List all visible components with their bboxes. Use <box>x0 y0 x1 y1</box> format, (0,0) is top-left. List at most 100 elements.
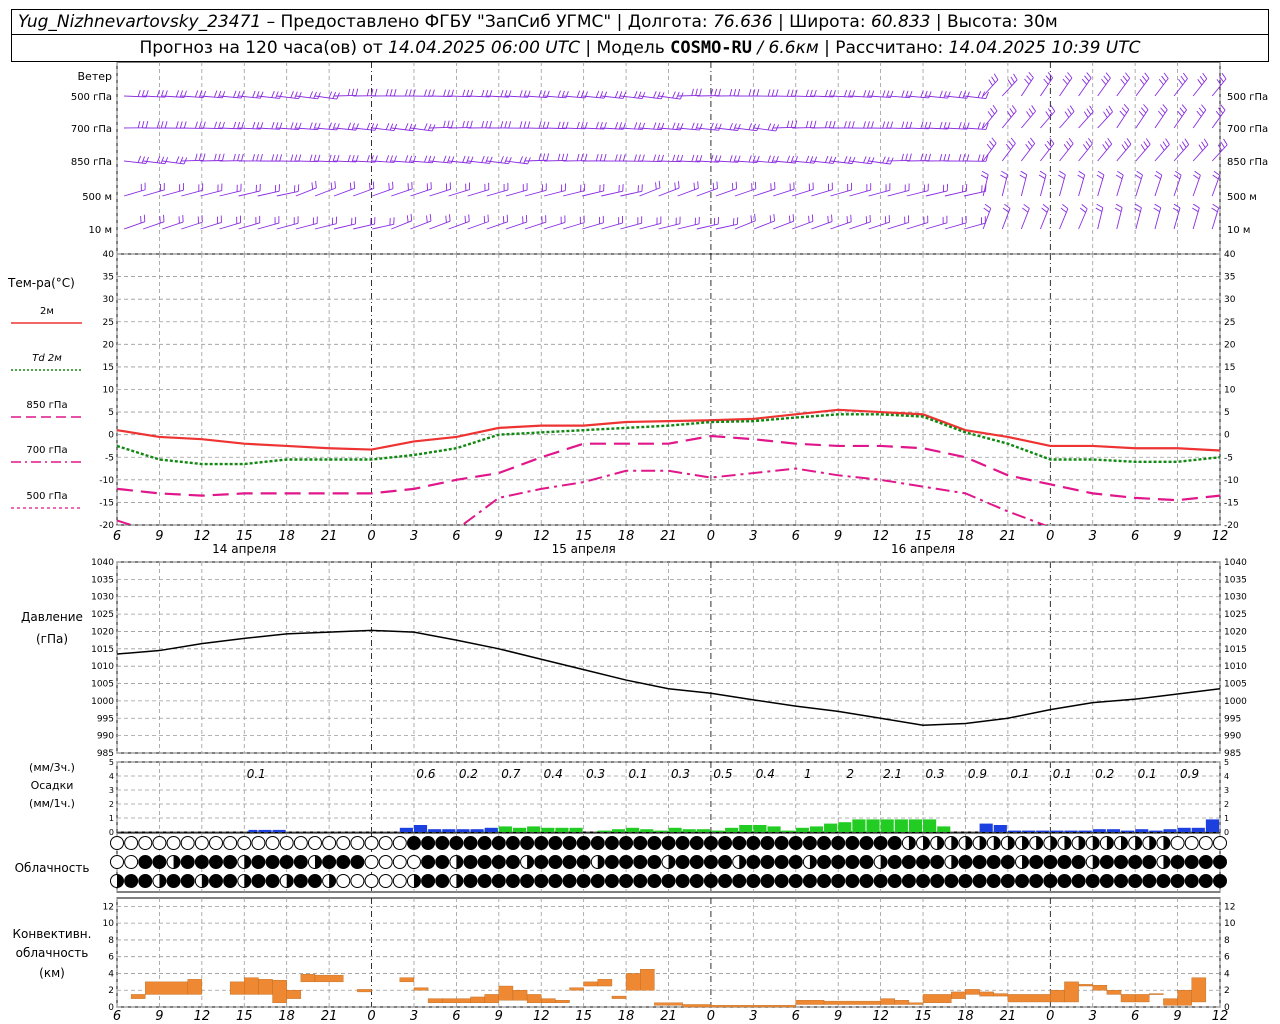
time-tick-label: 6 <box>113 529 121 544</box>
wind-barb-flag <box>1067 72 1073 79</box>
cloud-circle <box>336 874 351 888</box>
cloud-okta-symbol <box>689 855 704 869</box>
cloud-okta-symbol <box>887 836 902 850</box>
prec-bar <box>442 829 456 832</box>
wind-barb-flag <box>546 153 550 161</box>
wind-barb-flag <box>538 90 542 98</box>
wind-barb-flag <box>500 156 504 163</box>
prec-3h-total: 0.3 <box>671 767 690 781</box>
wind-barb-shaft <box>601 222 623 230</box>
wind-barb-flag <box>561 121 565 129</box>
wind-barb-flag <box>1081 78 1088 85</box>
wind-barb-flag <box>374 123 379 131</box>
cloud-okta-symbol <box>534 836 549 850</box>
cloud-okta-symbol <box>491 836 506 850</box>
wind-barb-shaft <box>524 159 547 162</box>
wind-barb-flag <box>851 156 856 164</box>
wind-barb-flag <box>1007 79 1013 86</box>
cloud-circle <box>873 874 888 888</box>
header-line-1: Yug_Nizhnevartovsky_23471 – Предоставлен… <box>11 9 1269 35</box>
wind-barb-flag <box>427 123 432 131</box>
wind-barb-shaft <box>238 190 261 197</box>
prec-bar <box>866 819 880 832</box>
cloud-okta-symbol <box>1128 874 1143 888</box>
wind-barb-flag <box>1078 170 1085 176</box>
time-tick-label: 18 <box>957 529 974 544</box>
cloud-circle <box>633 874 648 888</box>
wind-barb-flag <box>844 121 847 129</box>
cloud-half <box>314 855 322 869</box>
wind-barb-flag <box>813 156 818 164</box>
cloud-half <box>456 874 463 888</box>
cloud-circle <box>110 855 124 869</box>
wind-barb-flag <box>347 88 351 96</box>
wind-barb-flag <box>1019 174 1027 179</box>
cloud-okta-symbol <box>718 855 733 869</box>
cloud-okta-symbol <box>1043 874 1058 888</box>
cloud-okta-symbol <box>944 836 959 850</box>
wind-barb-flag <box>1184 138 1190 145</box>
cloud-circle <box>930 874 945 888</box>
wind-barb-flag <box>347 154 351 162</box>
wind-level-label-right: 10 м <box>1227 225 1250 236</box>
cloud-circle <box>760 836 775 850</box>
cloud-okta-symbol <box>1184 836 1199 850</box>
cloud-okta-symbol <box>237 874 252 888</box>
conv-cloud-bar <box>187 979 203 995</box>
prec-3h-total: 0.5 <box>713 767 732 781</box>
cloud-okta-symbol <box>1156 855 1171 869</box>
wind-barb-flag <box>214 153 217 161</box>
cloud-circle <box>336 855 351 869</box>
cloud-okta-symbol <box>520 874 535 888</box>
cloud-okta-symbol <box>774 836 789 850</box>
cloud-circle <box>477 874 492 888</box>
cloud-circle <box>223 836 238 850</box>
wind-barb-shaft <box>429 220 451 230</box>
wind-barb-flag <box>1215 110 1221 117</box>
pres-y-tick-right: 1020 <box>1224 627 1247 637</box>
prec-bar <box>739 825 753 832</box>
wind-barb-shaft <box>544 160 567 162</box>
wind-barb-flag <box>943 91 947 98</box>
cloud-circle <box>689 874 704 888</box>
wind-barb-flag <box>481 155 485 163</box>
wind-barb-flag <box>1115 203 1123 209</box>
prec-bar <box>1092 829 1106 832</box>
time-tick-label-bottom: 0 <box>367 1009 375 1024</box>
conv-cloud-bar <box>1050 990 1065 1003</box>
wind-barb-flag <box>657 154 661 162</box>
wind-barb-flag <box>641 91 646 99</box>
cloud-circle <box>1015 874 1030 888</box>
wind-barb-flag <box>561 90 565 98</box>
wind-barb-flag <box>1220 104 1226 111</box>
wind-barb-flag <box>1198 107 1204 114</box>
wind-barb-flag <box>966 91 970 99</box>
wind-barb-flag <box>1006 111 1012 118</box>
pres-y-tick: 1030 <box>91 593 114 603</box>
cloud-okta-symbol <box>279 836 294 850</box>
cloud-circle <box>279 836 294 850</box>
prec-y-tick-right: 4 <box>1224 772 1229 781</box>
wind-barb-flag <box>451 120 454 128</box>
cloud-okta-symbol <box>364 836 379 850</box>
cloud-circle <box>152 836 167 850</box>
wind-barb-flag <box>1203 138 1209 145</box>
wind-barb-flag <box>1180 75 1186 83</box>
pres-y-tick: 990 <box>97 732 114 742</box>
cloud-circle <box>392 836 407 850</box>
cloud-okta-symbol <box>548 874 563 888</box>
wind-barb-flag <box>790 155 795 163</box>
computed-time: 14.04.2025 10:39 UTC <box>948 38 1141 58</box>
wind-barb-flag <box>252 154 255 162</box>
wind-level-label-right: 500 гПа <box>1227 92 1268 103</box>
wind-barb-flag <box>710 122 714 130</box>
cloud-okta-symbol <box>1156 836 1171 850</box>
wind-barb-flag <box>1105 72 1111 79</box>
prec-bar <box>696 829 710 832</box>
wind-barb-flag <box>1041 207 1048 213</box>
temp-panel-title: Тем-ра(°C) <box>7 276 75 290</box>
wind-panel-title: Ветер <box>78 70 112 83</box>
conv-cloud-bar <box>512 990 528 1001</box>
prec-y-tick-right: 5 <box>1224 758 1229 767</box>
wind-barb-shaft <box>200 222 222 230</box>
